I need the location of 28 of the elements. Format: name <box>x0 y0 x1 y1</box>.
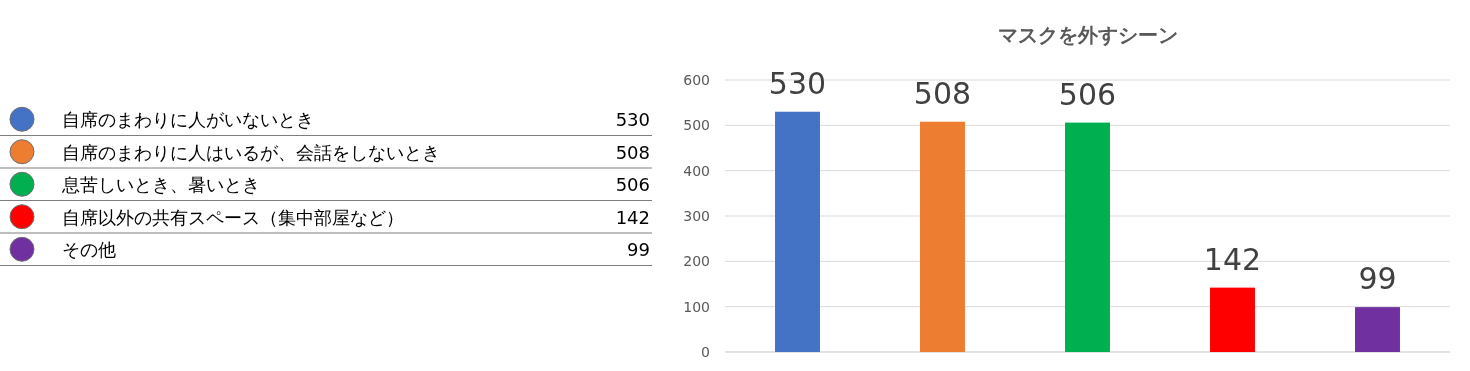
chart-title: マスクを外すシーン <box>997 23 1178 47</box>
category-label: 自席のまわりに人はいるが、会話をしないとき <box>62 141 440 163</box>
y-tick-label: 300 <box>683 208 710 224</box>
data-label: 508 <box>913 75 972 111</box>
y-tick-label: 200 <box>683 253 710 270</box>
bar <box>920 121 965 352</box>
data-label: 506 <box>615 174 650 196</box>
y-tick-label: 100 <box>683 298 710 315</box>
y-tick-label: 0 <box>701 344 710 360</box>
data-label: 99 <box>627 239 650 261</box>
data-label: 530 <box>615 109 650 131</box>
data-label: 508 <box>615 141 650 163</box>
bar <box>1210 287 1255 352</box>
data-label: 142 <box>1203 241 1262 277</box>
category-label: その他 <box>62 239 116 261</box>
y-tick-label: 600 <box>683 72 710 88</box>
bar <box>1065 122 1110 352</box>
data-label: 530 <box>768 65 827 101</box>
y-tick-label: 400 <box>683 162 710 179</box>
data-label: 142 <box>615 206 650 228</box>
data-label: 99 <box>1358 261 1397 297</box>
category-label: 息苦しいとき、暑いとき <box>61 174 260 196</box>
bar <box>1355 307 1400 352</box>
category-label: 自席のまわりに人がいないとき <box>62 109 314 131</box>
data-label: 506 <box>1058 76 1117 112</box>
bar <box>775 111 820 352</box>
category-label: 自席以外の共有スペース（集中部屋など） <box>62 206 404 228</box>
y-tick-label: 500 <box>683 117 710 134</box>
